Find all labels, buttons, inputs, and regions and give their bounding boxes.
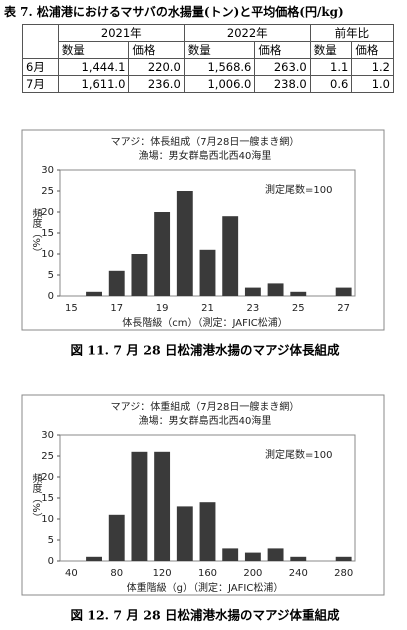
x-tick-label: 280	[334, 568, 353, 579]
y-tick-label: 5	[48, 535, 54, 546]
subheader-cell: 価格	[128, 41, 185, 59]
bar	[108, 514, 125, 561]
bar	[176, 506, 193, 561]
y-tick-label: 15	[41, 493, 54, 504]
bar	[86, 291, 102, 296]
x-tick-label: 80	[110, 568, 123, 579]
y-tick-label: 20	[41, 472, 54, 483]
corner-cell	[22, 24, 59, 59]
bar	[222, 216, 239, 296]
bar	[290, 291, 307, 296]
bar	[131, 451, 148, 561]
x-tick-label: 160	[198, 568, 217, 579]
chart-frame	[21, 129, 385, 331]
bar	[267, 283, 284, 296]
bar	[244, 552, 261, 561]
chart-title: マアジ：体重組成（7月28日一艘まき網）	[111, 400, 300, 413]
bar	[199, 502, 216, 561]
bar	[86, 556, 102, 561]
y-tick-label: 30	[41, 430, 54, 441]
chart-frame	[21, 394, 385, 596]
y-tick-label: 0	[48, 556, 54, 567]
row-label: 6月	[22, 58, 59, 76]
subheader-cell: 数量	[57, 41, 130, 59]
cell: 1.0	[351, 75, 394, 93]
table: 2021年 2022年 前年比 数量 価格 数量 価格 数量 価格 6月 1,4…	[22, 24, 395, 93]
bar	[131, 254, 148, 296]
x-tick-label: 27	[337, 303, 350, 314]
cell: 220.0	[128, 58, 185, 76]
bar	[267, 548, 284, 561]
y-tick-label: 5	[48, 270, 54, 281]
figure-caption: 図 11. 7 月 28 日松浦港水揚のマアジ体長組成	[70, 343, 340, 358]
subheader-cell: 価格	[351, 41, 394, 59]
y-tick-label: 10	[41, 249, 54, 260]
x-tick-label: 23	[247, 303, 260, 314]
x-axis-label: 体長階級（cm）（測定：JAFIC松浦）	[122, 316, 288, 329]
bar	[176, 191, 193, 296]
bar	[154, 451, 171, 561]
annotation: 測定尾数=100	[265, 448, 332, 461]
cell: 1,611.0	[57, 75, 130, 93]
cell: 238.0	[254, 75, 311, 93]
chart-title: マアジ：体長組成（7月28日一艘まき網）	[111, 135, 300, 148]
y-tick-label: 15	[41, 228, 54, 239]
figure-caption: 図 12. 7 月 28 日松浦港水揚のマアジ体重組成	[70, 608, 340, 623]
x-tick-label: 200	[243, 568, 262, 579]
bar	[290, 556, 307, 561]
bar	[154, 212, 171, 296]
x-tick-label: 21	[201, 303, 214, 314]
y-tick-label: 0	[48, 291, 54, 302]
x-axis-label: 体重階級（g）（測定：JAFIC松浦）	[127, 581, 284, 594]
y-tick-label: 25	[41, 186, 54, 197]
x-tick-label: 25	[292, 303, 305, 314]
cell: 236.0	[128, 75, 185, 93]
bar	[244, 287, 261, 296]
bar	[335, 287, 352, 296]
header-cell: 2021年	[57, 24, 185, 42]
x-tick-label: 40	[65, 568, 78, 579]
x-tick-label: 15	[65, 303, 78, 314]
cell: 1,568.6	[183, 58, 256, 76]
bar	[199, 249, 216, 296]
y-tick-label: 25	[41, 451, 54, 462]
bar	[335, 556, 352, 561]
x-tick-label: 19	[156, 303, 169, 314]
row-label: 7月	[22, 75, 59, 93]
x-tick-label: 17	[110, 303, 123, 314]
chart-subtitle: 漁場：男女群島西北西40海里	[139, 149, 272, 162]
cell: 1,006.0	[183, 75, 256, 93]
bar	[108, 270, 125, 296]
x-tick-label: 120	[153, 568, 172, 579]
y-tick-label: 30	[41, 165, 54, 176]
annotation: 測定尾数=100	[265, 183, 332, 196]
cell: 263.0	[254, 58, 311, 76]
y-axis-label: 頻度（%）	[30, 207, 42, 258]
x-tick-label: 240	[289, 568, 308, 579]
chart-subtitle: 漁場：男女群島西北西40海里	[139, 414, 272, 427]
y-tick-label: 20	[41, 207, 54, 218]
y-axis-label: 頻度（%）	[30, 472, 42, 523]
table-title: 表 7. 松浦港におけるマサバの水揚量(トン)と平均価格(円/kg)	[4, 5, 344, 19]
bar	[222, 548, 239, 561]
y-tick-label: 10	[41, 514, 54, 525]
